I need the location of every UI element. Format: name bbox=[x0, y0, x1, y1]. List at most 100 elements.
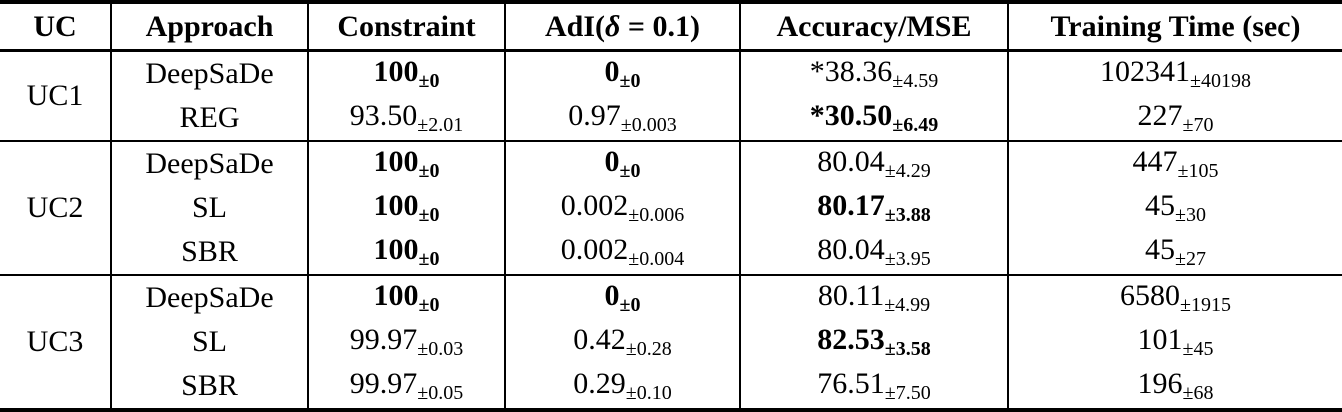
value: 0.42 bbox=[573, 323, 626, 356]
accuracy-cell: 80.04±3.95 bbox=[739, 230, 1008, 275]
constraint-cell: 99.97±0.05 bbox=[307, 364, 505, 410]
value: *38.36 bbox=[809, 55, 893, 88]
accuracy-cell: 80.17±3.88 bbox=[739, 186, 1008, 230]
accuracy-cell: *38.36±4.59 bbox=[739, 50, 1008, 96]
constraint-cell: 100±0 bbox=[307, 186, 505, 230]
approach-label: SBR bbox=[110, 230, 308, 275]
value: 82.53 bbox=[817, 323, 885, 356]
table-header: UC Approach Constraint AdI(δ = 0.1) Accu… bbox=[0, 2, 1342, 51]
time-cell: 227±70 bbox=[1007, 96, 1342, 141]
pm-subscript: ±0 bbox=[619, 160, 641, 182]
uc2-group: UC2 DeepSaDe 100±0 0±0 80.04±4.29 447±10… bbox=[0, 141, 1342, 275]
approach-label: REG bbox=[110, 96, 308, 141]
value: 100 bbox=[373, 279, 419, 312]
time-cell: 101±45 bbox=[1007, 320, 1342, 364]
pm-subscript: ±70 bbox=[1182, 114, 1214, 136]
uc1-group: UC1 DeepSaDe 100±0 0±0 *38.36±4.59 10234… bbox=[0, 50, 1342, 141]
pm-subscript: ±7.50 bbox=[884, 382, 931, 404]
accuracy-cell: 76.51±7.50 bbox=[739, 364, 1008, 410]
adi-label-suffix: = 0.1) bbox=[620, 9, 700, 43]
table-row: UC3 DeepSaDe 100±0 0±0 80.11±4.99 6580±1… bbox=[0, 275, 1342, 358]
pm-subscript: ±0.006 bbox=[628, 204, 685, 226]
pm-subscript: ±3.58 bbox=[884, 338, 931, 360]
value: 227 bbox=[1137, 99, 1183, 132]
uc3-group: UC3 DeepSaDe 100±0 0±0 80.11±4.99 6580±1… bbox=[0, 275, 1342, 410]
value: 99.97 bbox=[349, 323, 418, 356]
table-row: REG 93.50±2.01 0.97±0.003 *30.50±6.49 22… bbox=[0, 96, 1342, 141]
value: 100 bbox=[373, 189, 419, 222]
time-cell: 196±68 bbox=[1007, 364, 1342, 410]
constraint-cell: 100±0 bbox=[307, 141, 505, 186]
time-cell: 102341±40198 bbox=[1007, 50, 1342, 96]
value: 196 bbox=[1137, 367, 1183, 400]
uc-label: UC1 bbox=[26, 79, 84, 112]
table-row: UC1 DeepSaDe 100±0 0±0 *38.36±4.59 10234… bbox=[0, 50, 1342, 112]
pm-subscript: ±3.88 bbox=[884, 204, 931, 226]
value: 0.002 bbox=[560, 189, 629, 222]
pm-subscript: ±0 bbox=[418, 294, 440, 316]
adi-cell: 0.29±0.10 bbox=[504, 364, 740, 410]
pm-subscript: ±0.003 bbox=[620, 114, 677, 136]
accuracy-cell: *30.50±6.49 bbox=[739, 96, 1008, 141]
approach-label: SL bbox=[110, 320, 308, 364]
pm-subscript: ±1915 bbox=[1180, 294, 1231, 316]
value: 0.002 bbox=[560, 233, 629, 266]
value: 100 bbox=[373, 145, 419, 178]
pm-subscript: ±40198 bbox=[1190, 70, 1251, 92]
value: 80.04 bbox=[817, 233, 885, 266]
value: 6580 bbox=[1120, 279, 1180, 312]
table-row: UC2 DeepSaDe 100±0 0±0 80.04±4.29 447±10… bbox=[0, 141, 1342, 224]
pm-subscript: ±0.004 bbox=[628, 248, 685, 270]
time-cell: 6580±1915 bbox=[1007, 275, 1342, 320]
pm-subscript: ±2.01 bbox=[417, 114, 464, 136]
col-header-constraint: Constraint bbox=[307, 2, 505, 51]
accuracy-cell: 80.04±4.29 bbox=[739, 141, 1008, 186]
pm-subscript: ±0 bbox=[619, 294, 641, 316]
accuracy-cell: 82.53±3.58 bbox=[739, 320, 1008, 364]
adi-cell: 0±0 bbox=[504, 275, 740, 320]
accuracy-cell: 80.11±4.99 bbox=[739, 275, 1008, 320]
approach-label: DeepSaDe bbox=[110, 275, 308, 320]
adi-cell: 0.002±0.006 bbox=[504, 186, 740, 230]
value: 0 bbox=[604, 279, 620, 312]
col-header-approach: Approach bbox=[110, 2, 308, 51]
value: *30.50 bbox=[809, 99, 893, 132]
pm-subscript: ±45 bbox=[1182, 338, 1214, 360]
pm-subscript: ±0 bbox=[418, 248, 440, 270]
value: 0.29 bbox=[573, 367, 626, 400]
pm-subscript: ±0 bbox=[619, 70, 641, 92]
value: 80.04 bbox=[817, 145, 885, 178]
uc-label: UC2 bbox=[26, 191, 84, 224]
value: 76.51 bbox=[817, 367, 885, 400]
pm-subscript: ±4.59 bbox=[892, 70, 939, 92]
value: 447 bbox=[1132, 145, 1178, 178]
pm-subscript: ±0.10 bbox=[625, 382, 672, 404]
value: 102341 bbox=[1100, 55, 1190, 88]
pm-subscript: ±0 bbox=[418, 204, 440, 226]
table-row: SL 100±0 0.002±0.006 80.17±3.88 45±30 bbox=[0, 186, 1342, 230]
adi-cell: 0±0 bbox=[504, 50, 740, 96]
table-row: SBR 99.97±0.05 0.29±0.10 76.51±7.50 196±… bbox=[0, 364, 1342, 410]
constraint-cell: 99.97±0.03 bbox=[307, 320, 505, 364]
pm-subscript: ±105 bbox=[1177, 160, 1219, 182]
time-cell: 447±105 bbox=[1007, 141, 1342, 186]
col-header-adi: AdI(δ = 0.1) bbox=[504, 2, 740, 51]
value: 100 bbox=[373, 233, 419, 266]
pm-subscript: ±6.49 bbox=[892, 114, 939, 136]
value: 93.50 bbox=[349, 99, 418, 132]
col-header-accuracy: Accuracy/MSE bbox=[739, 2, 1008, 51]
constraint-cell: 100±0 bbox=[307, 230, 505, 275]
pm-subscript: ±0.28 bbox=[625, 338, 672, 360]
adi-cell: 0.002±0.004 bbox=[504, 230, 740, 275]
value: 99.97 bbox=[349, 367, 418, 400]
pm-subscript: ±0 bbox=[418, 70, 440, 92]
approach-label: DeepSaDe bbox=[110, 141, 308, 186]
adi-label-prefix: AdI( bbox=[545, 9, 606, 43]
pm-subscript: ±68 bbox=[1182, 382, 1214, 404]
pm-subscript: ±3.95 bbox=[884, 248, 931, 270]
value: 101 bbox=[1137, 323, 1183, 356]
pm-subscript: ±27 bbox=[1175, 248, 1206, 270]
value: 0.97 bbox=[568, 99, 621, 132]
approach-label: DeepSaDe bbox=[110, 50, 308, 96]
